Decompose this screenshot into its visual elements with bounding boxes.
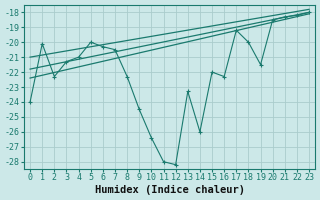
X-axis label: Humidex (Indice chaleur): Humidex (Indice chaleur) (95, 185, 244, 195)
